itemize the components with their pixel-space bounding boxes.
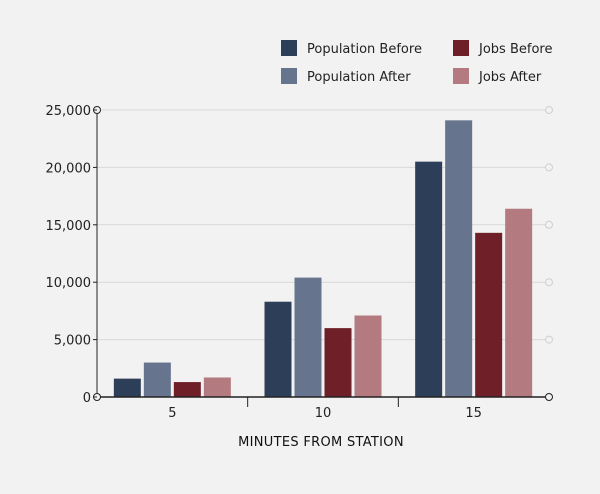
bar: [354, 315, 382, 397]
bar: [113, 378, 141, 397]
bar: [264, 301, 292, 397]
right-axis-marker: [545, 335, 553, 344]
y-tick-label: 10,000: [46, 276, 92, 291]
legend-label: Population Before: [307, 42, 422, 57]
bar: [203, 377, 231, 397]
x-tick-label: 10: [315, 406, 332, 421]
legend-swatch: [281, 68, 297, 84]
bar: [173, 382, 201, 397]
legend-label: Jobs After: [478, 70, 542, 85]
bar: [445, 120, 473, 397]
bar: [294, 277, 322, 397]
right-axis-marker: [545, 220, 553, 229]
legend: Population Before Population After Jobs Be…: [281, 40, 552, 85]
right-axis-marker: [545, 163, 553, 172]
bar: [505, 208, 533, 397]
right-axis-marker: [545, 278, 553, 287]
bar: [475, 232, 503, 397]
right-axis-marker: [545, 393, 553, 401]
y-tick-label: 0: [83, 391, 91, 406]
bar: [415, 161, 443, 397]
legend-item: Jobs After: [453, 68, 542, 85]
legend-item: Jobs Before: [453, 40, 552, 57]
legend-swatch: [281, 40, 297, 56]
legend-label: Population After: [307, 70, 411, 85]
legend-item: Population After: [281, 68, 411, 85]
x-tick-label: 15: [465, 406, 482, 421]
y-tick-label: 25,000: [46, 104, 92, 119]
grid: [97, 109, 549, 341]
y-tick-label: 5,000: [54, 334, 91, 349]
bar: [324, 328, 352, 397]
y-axis-ticks: 0 5,000 10,000 15,000 20,000 25,000: [46, 104, 553, 406]
legend-swatch: [453, 40, 469, 56]
y-tick-label: 15,000: [46, 219, 92, 234]
legend-swatch: [453, 68, 469, 84]
right-axis-marker: [545, 106, 553, 114]
legend-label: Jobs Before: [478, 42, 552, 57]
bar: [143, 362, 171, 397]
x-tick-label: 5: [168, 406, 176, 421]
x-axis-title: MINUTES FROM STATION: [238, 435, 404, 450]
legend-item: Population Before: [281, 40, 422, 57]
x-axis-ticks: 5 10 15: [168, 397, 482, 421]
y-tick-label: 20,000: [46, 161, 92, 176]
bars: [113, 120, 533, 397]
